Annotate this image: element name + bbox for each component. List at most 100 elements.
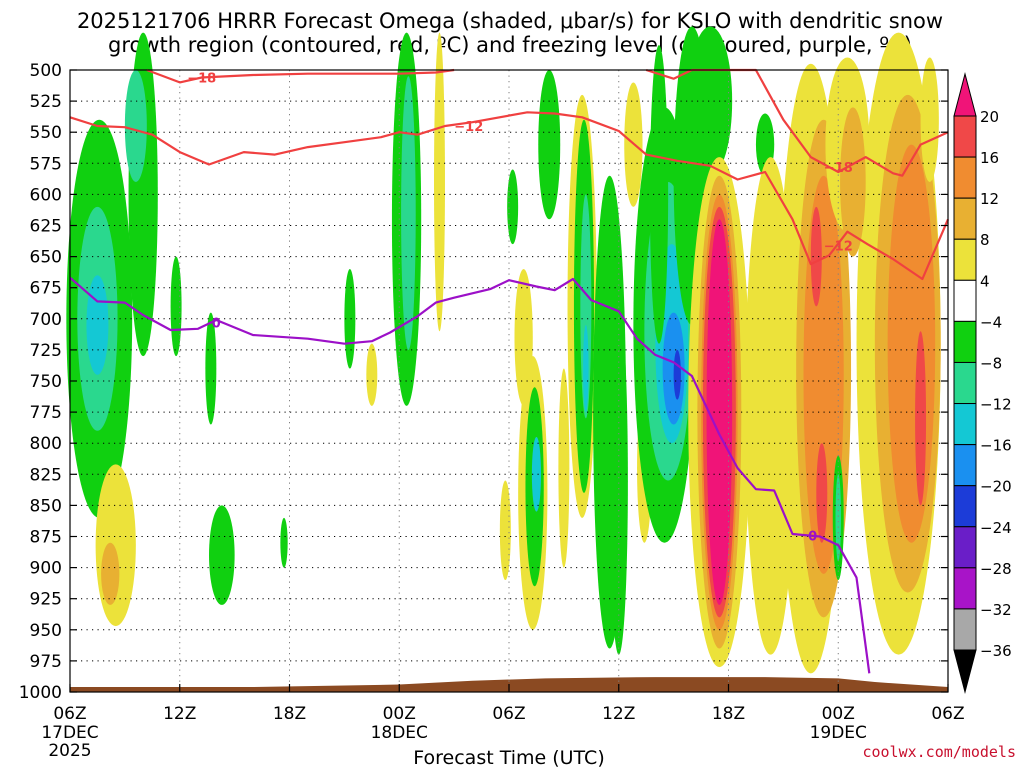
y-tick-label-875: 875 bbox=[30, 528, 62, 548]
y-tick-label-800: 800 bbox=[30, 434, 62, 454]
x-tick-label-48: 06Z bbox=[931, 704, 964, 724]
y-tick-label-725: 725 bbox=[30, 341, 62, 361]
y-tick-label-850: 850 bbox=[30, 496, 62, 516]
x-tick-label-18: 00Z bbox=[383, 704, 416, 724]
omega-region-green-7 bbox=[170, 256, 182, 357]
y-tick-label-1000: 1000 bbox=[19, 683, 62, 703]
colorbar-label-3: 8 bbox=[980, 231, 990, 249]
omega-region-navy-36 bbox=[673, 349, 681, 400]
colorbar-label-4: 4 bbox=[980, 272, 990, 290]
omega-region-teal-4 bbox=[124, 70, 147, 182]
omega-region-yellow-60 bbox=[920, 57, 939, 182]
x-tick-label-42: 00Z bbox=[822, 704, 855, 724]
y-tick-label-550: 550 bbox=[30, 123, 62, 143]
x-tick-date-0: 17DEC bbox=[41, 723, 98, 743]
contour-line-2 bbox=[69, 111, 950, 281]
contour-layer: −18 −18 −12 −12 0 0 bbox=[69, 68, 950, 674]
omega-region-green-8 bbox=[209, 505, 235, 605]
colorbar-label-6: −8 bbox=[980, 354, 1002, 372]
y-tick-label-925: 925 bbox=[30, 590, 62, 610]
y-axis-ticks: 500 525 550 575 600 625 650 675 700 725 750 775 800 8… bbox=[19, 61, 948, 703]
omega-region-green-22 bbox=[538, 70, 561, 220]
y-tick-label-600: 600 bbox=[30, 185, 62, 205]
x-tick-date-18: 18DEC bbox=[371, 723, 428, 743]
grid-lines bbox=[70, 70, 948, 692]
x-tick-date-42: 19DEC bbox=[810, 723, 867, 743]
omega-region-green-16 bbox=[507, 169, 519, 245]
omega-region-yellow-23 bbox=[558, 368, 570, 568]
contour-label-4: 0 bbox=[212, 317, 221, 332]
y-tick-label-675: 675 bbox=[30, 279, 62, 299]
contour-line-3 bbox=[69, 276, 871, 674]
omega-region-red-52 bbox=[810, 206, 822, 307]
contour-line-1 bbox=[645, 68, 949, 177]
omega-region-gold-62 bbox=[840, 107, 866, 257]
colorbar-label-2: 12 bbox=[980, 190, 999, 208]
y-tick-label-900: 900 bbox=[30, 559, 62, 579]
omega-region-green-10 bbox=[280, 517, 288, 568]
colorbar-bin-0 bbox=[953, 115, 977, 158]
y-tick-label-700: 700 bbox=[30, 310, 62, 330]
colorbar-bin-10 bbox=[953, 526, 977, 569]
omega-region-teal-26 bbox=[580, 194, 592, 419]
y-tick-label-825: 825 bbox=[30, 465, 62, 485]
colorbar-label-8: −16 bbox=[980, 437, 1012, 455]
contour-label-2: −12 bbox=[454, 120, 483, 135]
omega-region-teal-55 bbox=[835, 474, 841, 562]
colorbar-label-10: −24 bbox=[980, 519, 1012, 537]
y-tick-label-775: 775 bbox=[30, 403, 62, 423]
colorbar: 20 16 12 8 4 −4 −8 −12 −16 −20 −24 −28 −32 −36 bbox=[953, 72, 1012, 694]
contour-line-0 bbox=[146, 68, 455, 84]
colorbar-label-9: −20 bbox=[980, 478, 1012, 496]
x-tick-year-0: 2025 bbox=[48, 741, 91, 761]
colorbar-label-5: −4 bbox=[980, 313, 1002, 331]
colorbar-label-12: −32 bbox=[980, 601, 1012, 619]
chart-title-line2: growth region (contoured, red, ºC) and f… bbox=[108, 33, 912, 57]
omega-region-blue-35 bbox=[662, 312, 685, 425]
omega-region-teal-14 bbox=[401, 76, 416, 350]
colorbar-bin-1 bbox=[953, 156, 977, 199]
colorbar-bin-11 bbox=[953, 567, 977, 610]
omega-region-green-40 bbox=[688, 26, 733, 176]
x-tick-label-6: 12Z bbox=[163, 704, 196, 724]
colorbar-bin-12 bbox=[953, 608, 977, 651]
omega-region-yellow-12 bbox=[366, 343, 378, 406]
colorbar-bin-5 bbox=[953, 320, 977, 363]
x-tick-label-30: 12Z bbox=[602, 704, 635, 724]
x-tick-label-24: 06Z bbox=[492, 704, 525, 724]
x-tick-label-12: 18Z bbox=[273, 704, 306, 724]
y-tick-label-625: 625 bbox=[30, 217, 62, 237]
y-tick-label-750: 750 bbox=[30, 372, 62, 392]
omega-region-red-53 bbox=[816, 443, 828, 543]
y-tick-label-575: 575 bbox=[30, 154, 62, 174]
colorbar-bin-9 bbox=[953, 485, 977, 528]
contour-label-5: 0 bbox=[808, 529, 817, 544]
colorbar-bin-8 bbox=[953, 444, 977, 487]
omega-region-gold-6 bbox=[101, 542, 120, 605]
colorbar-label-0: 20 bbox=[980, 108, 999, 126]
contour-label-0: −18 bbox=[187, 71, 216, 86]
y-tick-label-975: 975 bbox=[30, 652, 62, 672]
y-tick-label-525: 525 bbox=[30, 92, 62, 112]
omega-region-cyan-2 bbox=[86, 275, 109, 375]
colorbar-label-11: −28 bbox=[980, 560, 1012, 578]
omega-region-green-9 bbox=[205, 312, 217, 425]
omega-region-green-29 bbox=[609, 306, 628, 655]
omega-region-red-59 bbox=[915, 331, 927, 506]
colorbar-label-13: −36 bbox=[980, 642, 1012, 660]
chart-title-line1: 2025121706 HRRR Forecast Omega (shaded, … bbox=[77, 9, 943, 33]
omega-region-cyan-27 bbox=[583, 325, 589, 413]
colorbar-bin-7 bbox=[953, 403, 977, 446]
credit-text: coolwx.com/models bbox=[862, 743, 1016, 761]
colorbar-bin-6 bbox=[953, 361, 977, 405]
omega-region-yellow-15 bbox=[434, 32, 445, 332]
colorbar-bin-4 bbox=[953, 279, 977, 322]
colorbar-bottom-arrow bbox=[953, 649, 977, 694]
colorbar-label-1: 16 bbox=[980, 149, 999, 167]
colorbar-top-arrow bbox=[953, 72, 977, 117]
omega-region-orange-58 bbox=[887, 144, 936, 543]
y-tick-label-500: 500 bbox=[30, 61, 62, 81]
colorbar-bin-3 bbox=[953, 238, 977, 281]
